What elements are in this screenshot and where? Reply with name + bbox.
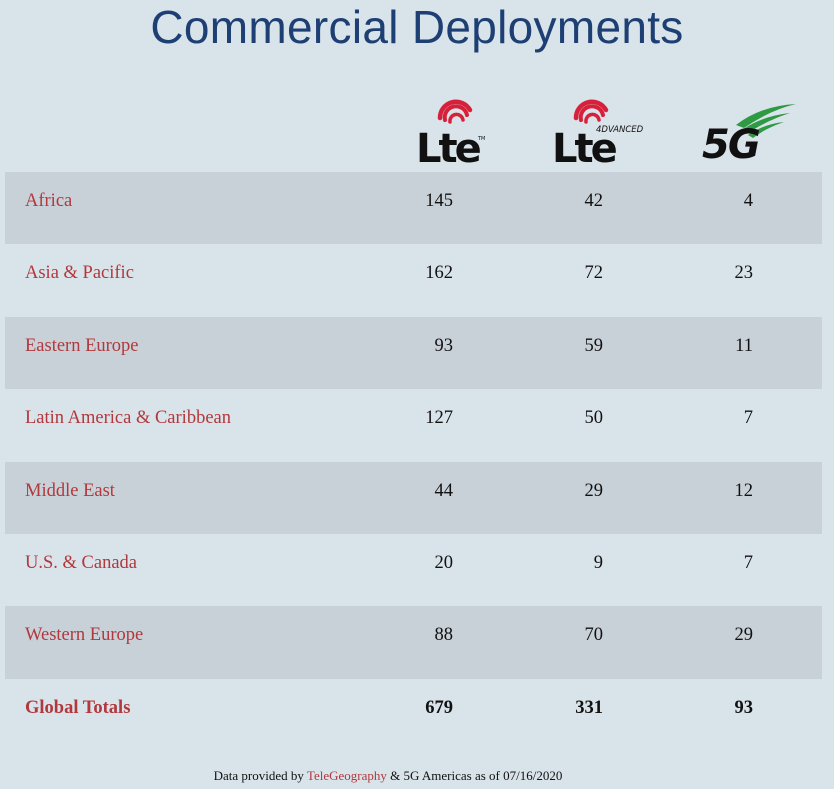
region-label: Africa [25, 191, 73, 211]
lte-advanced-value: 59 [584, 335, 604, 356]
lte-advanced-value: 29 [584, 480, 604, 501]
region-label: U.S. & Canada [25, 552, 138, 573]
5g-value: 4 [743, 191, 753, 211]
page-title: Commercial Deployments [150, 1, 684, 53]
5g-total: 93 [734, 697, 754, 718]
lte-advanced-total: 331 [575, 697, 603, 718]
5g-value: 7 [743, 408, 753, 429]
lte-logo-text: Lte [416, 126, 481, 166]
totals-label: Global Totals [25, 697, 131, 718]
deployments-table: Africa 145 42 4 Asia & Pacific 162 72 23… [5, 172, 822, 751]
table-row: Western Europe 88 70 29 [5, 606, 822, 679]
lte-total: 679 [425, 697, 453, 718]
5g-logo: 5G [700, 92, 800, 166]
totals-row: Global Totals 679 331 93 [5, 679, 822, 751]
5g-value: 29 [734, 625, 754, 646]
region-label: Western Europe [25, 625, 144, 646]
table-row: Asia & Pacific 162 72 23 [5, 244, 822, 316]
footer-prefix: Data provided by [213, 768, 304, 783]
lte-advanced-logo-text: Lte [552, 126, 617, 166]
footer-suffix: & 5G Americas as of 07/16/2020 [390, 768, 563, 783]
lte-logo: Lte TM [412, 92, 490, 166]
table-row: Middle East 44 29 12 [5, 461, 822, 534]
telegeography-link[interactable]: TeleGeography [306, 768, 387, 783]
region-label: Middle East [25, 480, 115, 501]
lte-advanced-value: 50 [584, 408, 604, 429]
region-label: Eastern Europe [25, 335, 139, 356]
table-row: U.S. & Canada 20 9 7 [5, 534, 822, 606]
lte-value: 44 [434, 480, 454, 501]
region-label: Latin America & Caribbean [25, 408, 231, 429]
lte-advanced-sublabel: 4DVANCED [596, 125, 644, 135]
table-row: Africa 145 42 4 [5, 172, 822, 245]
lte-advanced-value: 9 [593, 552, 603, 573]
lte-value: 88 [434, 625, 454, 646]
source-footer: Data provided by TeleGeography & 5G Amer… [0, 768, 776, 784]
5g-value: 23 [734, 263, 754, 284]
5g-logo-text: 5G [702, 122, 760, 166]
lte-advanced-value: 72 [584, 263, 604, 284]
lte-advanced-value: 70 [584, 625, 604, 646]
lte-value: 145 [425, 191, 453, 211]
5g-value: 7 [743, 552, 753, 573]
svg-text:TM: TM [477, 136, 485, 142]
table-row: Latin America & Caribbean 127 50 7 [5, 389, 822, 461]
lte-advanced-value: 42 [584, 191, 604, 211]
lte-value: 93 [434, 335, 454, 356]
lte-value: 162 [425, 263, 453, 284]
table-row: Eastern Europe 93 59 11 [5, 316, 822, 390]
lte-advanced-logo: Lte 4DVANCED [548, 92, 652, 166]
5g-value: 11 [735, 335, 753, 356]
region-label: Asia & Pacific [25, 263, 134, 284]
lte-value: 20 [434, 552, 454, 573]
5g-value: 12 [734, 480, 754, 501]
lte-value: 127 [425, 408, 453, 429]
